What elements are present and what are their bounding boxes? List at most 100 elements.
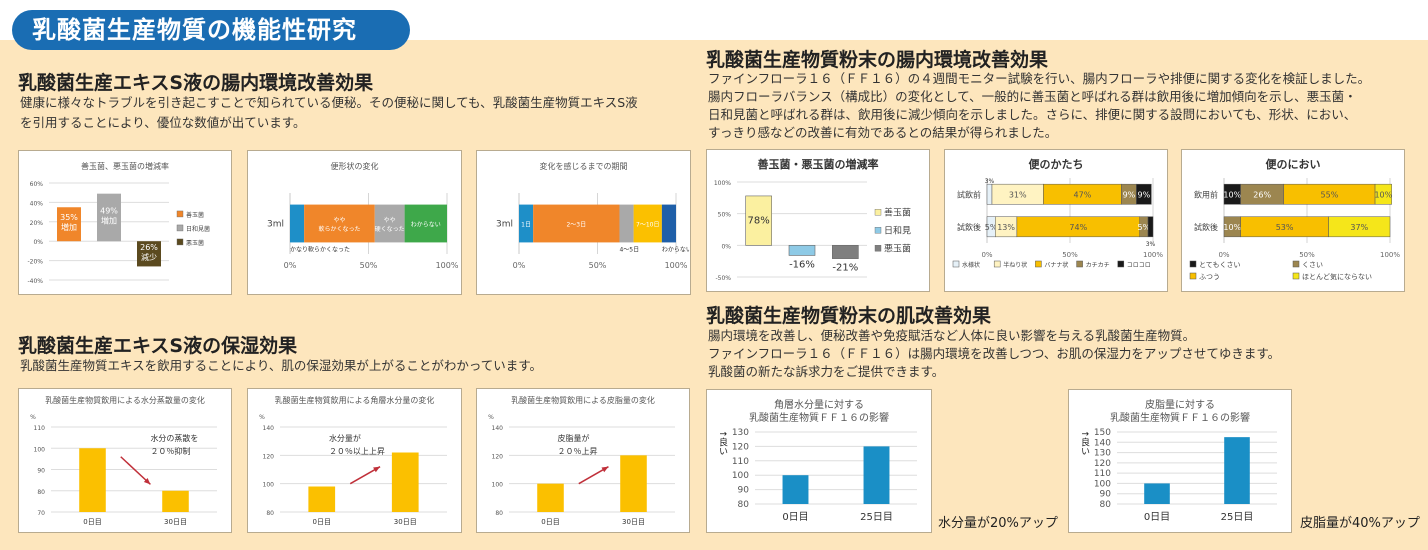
- legend-label: とてもくさい: [1199, 261, 1240, 269]
- section-title-s-liquid-moisture: 乳酸菌生産エキスS液の保湿効果: [18, 335, 298, 357]
- annotation: 水分量が: [329, 433, 361, 443]
- x-tick-label: 0日目: [83, 518, 101, 526]
- legend-swatch: [1292, 272, 1300, 280]
- y-axis-label: ↑良い: [1079, 430, 1089, 456]
- segment-ほとんど気にならない: [1328, 216, 1391, 238]
- section-body-line: ファインフローラ１６（ＦＦ１６）は腸内環境を改善しつつ、お肌の保湿力をアップさせ…: [708, 346, 1281, 361]
- trend-arrowhead-icon: [373, 466, 381, 473]
- y-unit: %: [488, 414, 494, 421]
- bar-日和見菌: [97, 193, 121, 242]
- x-tick-label: 25日目: [1221, 512, 1254, 523]
- data-label: 増加: [61, 222, 77, 232]
- segment-やや硬くなった: [374, 204, 405, 243]
- segment-value-label: 53%: [1276, 223, 1294, 232]
- legend-swatch: [1189, 272, 1197, 280]
- segment-コロコロ: [1147, 216, 1154, 238]
- y-tick-label: 130: [1094, 449, 1111, 459]
- bar-善玉菌: [57, 207, 81, 242]
- row-label: 3ml: [267, 220, 284, 230]
- x-tick-label: 50%: [1062, 251, 1078, 259]
- bar-悪玉菌: [137, 241, 161, 267]
- trend-arrow-icon: [120, 456, 151, 485]
- segment-7〜10日: [633, 204, 662, 243]
- section-title-powder-skin: 乳酸菌生産物質粉末の肌改善効果: [706, 305, 992, 327]
- segment-value-label: 10%: [1223, 190, 1241, 199]
- y-tick-label: 100: [263, 482, 275, 489]
- bar-0日目: [782, 475, 809, 504]
- segment-わからない: [661, 204, 676, 243]
- y-unit: %: [30, 414, 36, 421]
- legend-swatch: [1035, 260, 1042, 268]
- x-tick-label: 30日目: [622, 518, 645, 526]
- legend-swatch: [952, 260, 960, 268]
- segment-name-label: 軟らかくなった: [318, 225, 360, 233]
- segment-value-label: 5%: [985, 223, 998, 232]
- y-tick-label: 100: [1094, 479, 1111, 489]
- section-title-s-liquid-gut: 乳酸菌生産エキスS液の腸内環境改善効果: [18, 72, 374, 94]
- row-label: 試飲後: [1194, 222, 1218, 232]
- legend-label: 日和見菌: [186, 225, 210, 233]
- chart-title: 変化を感じるまでの期間: [540, 161, 628, 171]
- legend-label: ふつう: [1199, 273, 1220, 281]
- segment-ほとんど気にならない: [1374, 183, 1392, 205]
- segment-name-label: 4〜5日: [619, 246, 639, 253]
- legend-label: 善玉菌: [884, 206, 911, 218]
- section-body-line: 乳酸菌生産物質エキスを飲用することにより、肌の保湿効果が上がることがわかっていま…: [20, 358, 543, 373]
- chart-stratum-moisture: 乳酸菌生産物質飲用による角層水分量の変化% 80 100 120 140 0日目 30日目 水…: [247, 388, 462, 533]
- legend-label: 善玉菌: [186, 211, 204, 219]
- segment-value-label: 10%: [1374, 190, 1392, 199]
- data-label: 35%: [60, 213, 78, 222]
- legend-swatch: [874, 227, 882, 234]
- section-body-line: ファインフローラ１６（ＦＦ１６）の４週間モニター試験を行い、腸内フローラや排便に…: [708, 71, 1371, 86]
- y-tick-label: 50%: [718, 212, 732, 219]
- y-tick-label: -40%: [27, 278, 43, 285]
- segment-value-label: 3%: [985, 178, 995, 185]
- chart-title: 乳酸菌生産物質ＦＦ１６の影響: [749, 411, 889, 424]
- segment-value-label: 9%: [1138, 190, 1151, 199]
- chart-sebum: 乳酸菌生産物質飲用による皮脂量の変化% 80 100 120 140 0日目 30日目 皮脂量…: [476, 388, 690, 533]
- segment-name-label: わからない: [662, 246, 690, 253]
- legend-swatch: [176, 238, 184, 246]
- chart-title: 便のにおい: [1266, 157, 1321, 171]
- y-tick-label: 80: [738, 500, 750, 510]
- segment-name-label: 硬くなった: [375, 226, 405, 233]
- legend-swatch: [176, 224, 184, 232]
- chart-water-evaporation: 乳酸菌生産物質飲用による水分蒸散量の変化% 70 80 90 100 110 0日目 30日目…: [18, 388, 232, 533]
- y-tick-label: 90: [738, 486, 750, 496]
- segment-わからない: [404, 204, 447, 243]
- section-body-line: 健康に様々なトラブルを引き起こすことで知られている便秘。その便秘に関しても、乳酸…: [20, 95, 638, 110]
- y-tick-label: -50%: [715, 275, 731, 282]
- y-tick-label: 20%: [30, 220, 44, 227]
- chart-title: 乳酸菌生産物質ＦＦ１６の影響: [1110, 411, 1250, 424]
- bar-0日目: [79, 448, 106, 512]
- chart-stool-form: 便のかたち 0% 50% 100% 試飲前 3% 31% 47% 9% 9% 試飲後 5% 13% 74%…: [944, 149, 1168, 292]
- y-tick-label: 80: [266, 510, 274, 517]
- section-body-line: 乳酸菌の新たな訴求力をご提供できます。: [708, 364, 945, 379]
- row-label: 飲用前: [1194, 189, 1218, 199]
- trend-arrowhead-icon: [601, 466, 609, 473]
- y-tick-label: 140: [1094, 438, 1111, 448]
- chart-stool-odor: 便のにおい 0% 50% 100% 飲用前 10% 26% 55% 10% 試飲後 10% 53% 37…: [1181, 149, 1405, 292]
- legend-label: 悪玉菌: [186, 239, 204, 247]
- bar-30日目: [391, 452, 419, 512]
- y-tick-label: 150: [1094, 428, 1111, 438]
- y-tick-label: 90: [37, 468, 45, 475]
- legend-label: 水様状: [962, 261, 980, 269]
- bar-25日目: [1224, 437, 1250, 504]
- x-tick-label: 0日目: [313, 518, 331, 526]
- y-tick-label: 110: [732, 457, 749, 467]
- segment-value-label: 3%: [1146, 241, 1156, 248]
- segment-やや軟らかくなった: [304, 204, 375, 243]
- data-label: 26%: [140, 243, 158, 252]
- legend-label: 日和見: [884, 225, 911, 236]
- y-tick-label: 0%: [33, 239, 43, 246]
- segment-name-label: やや: [333, 216, 345, 224]
- bar-30日目: [162, 490, 189, 512]
- y-tick-label: 120: [263, 453, 275, 460]
- data-label: 78%: [748, 216, 770, 227]
- legend-label: コロコロ: [1127, 262, 1151, 269]
- x-tick-label: 100%: [436, 261, 459, 270]
- x-tick-label: 30日目: [394, 518, 417, 526]
- legend-label: カチカチ: [1086, 262, 1110, 269]
- x-tick-label: 0%: [1218, 251, 1229, 259]
